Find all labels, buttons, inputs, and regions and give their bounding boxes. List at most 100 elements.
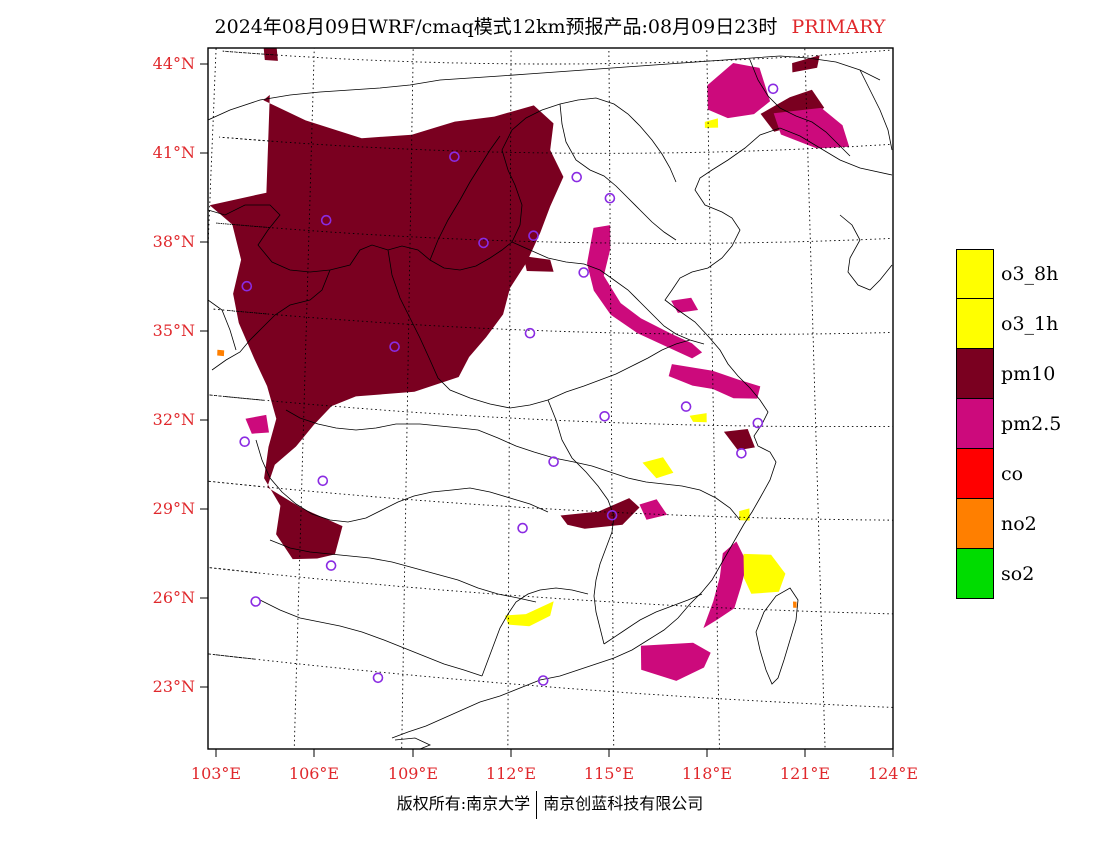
- meridian-124: [892, 48, 893, 62]
- pm10-region-jiangxi-pm10: [560, 498, 640, 529]
- legend-label: pm10: [1001, 363, 1056, 385]
- no2-region-sichuan-no2: [217, 349, 225, 357]
- station-marker-19: [325, 560, 337, 571]
- title-type-label: PRIMARY: [791, 16, 886, 38]
- lon-label: 103°E: [190, 764, 242, 783]
- legend-label: so2: [1001, 563, 1035, 585]
- o3-region-guangxi-o3: [505, 601, 554, 627]
- station-marker-13: [736, 447, 747, 459]
- lon-label: 118°E: [681, 764, 733, 783]
- pollutant-legend: o3_8h o3_1h pm10 pm2.5 co no2 so2: [956, 249, 1076, 599]
- o3-region-zhejiang-o3: [739, 508, 750, 521]
- copyright-owner: 版权所有:南京大学: [396, 794, 531, 813]
- pm25-region-korea-west: [930, 220, 949, 249]
- lon-label: 106°E: [288, 764, 340, 783]
- station-marker-6: [578, 267, 590, 278]
- lon-label: 124°E: [867, 764, 919, 783]
- legend-item: o3_8h: [956, 249, 1076, 299]
- lat-label: 35°N: [152, 321, 195, 340]
- o3-region-fujian-o3: [743, 553, 786, 594]
- pm25-region-liaoning-north: [707, 63, 771, 119]
- parallel-41: [219, 136, 893, 154]
- station-marker-1: [571, 171, 583, 183]
- parallel-26: [208, 567, 893, 615]
- station-marker-10: [680, 401, 692, 412]
- legend-label: pm2.5: [1001, 413, 1062, 435]
- station-marker-14: [239, 436, 250, 448]
- legend-swatch: [956, 449, 994, 499]
- pm25-region-sichuan-patch: [245, 414, 269, 434]
- korea-coast: [839, 214, 893, 291]
- pm25-region-liaoning-bay: [773, 107, 850, 149]
- monitoring-stations: [239, 83, 779, 686]
- station-marker-5: [528, 230, 539, 241]
- pm10-region-ne-patch: [792, 55, 820, 73]
- parallel-29: [208, 480, 893, 521]
- legend-swatch: [956, 349, 994, 399]
- legend-item: pm2.5: [956, 399, 1076, 449]
- legend-item: co: [956, 449, 1076, 499]
- station-marker-18: [517, 522, 528, 534]
- meridian-112: [507, 48, 512, 749]
- station-marker-15: [548, 456, 559, 468]
- pm10-region-shanxi-patch: [523, 256, 554, 272]
- station-marker-9: [389, 341, 400, 353]
- station-marker-11: [599, 410, 610, 422]
- map-frame: [207, 47, 894, 750]
- o3-region-korea-o3: [941, 197, 956, 211]
- pollutant-regions-layer: [209, 48, 956, 681]
- lat-label: 29°N: [152, 499, 195, 518]
- legend-swatch: [956, 549, 994, 599]
- station-marker-3: [320, 214, 332, 226]
- station-marker-4: [478, 237, 489, 249]
- taiwan: [755, 587, 799, 685]
- station-marker-7: [241, 280, 253, 292]
- parallel-23: [208, 653, 893, 708]
- lat-label: 38°N: [152, 232, 195, 251]
- no2-region-dalian-no2: [897, 162, 912, 175]
- hainan: [394, 737, 432, 749]
- pm25-region-anhui-jiangsu: [668, 364, 761, 399]
- meridian-115: [608, 48, 615, 749]
- pm25-region-fujian-coast: [703, 541, 748, 629]
- station-marker-22: [372, 672, 384, 684]
- title-main: 2024年08月09日WRF/cmaq模式12km预报产品:08月09日23时: [214, 16, 778, 38]
- parallel-35: [212, 308, 893, 335]
- meridian-109: [401, 48, 414, 749]
- station-marker-20: [250, 596, 261, 607]
- legend-item: so2: [956, 549, 1076, 599]
- lon-label: 112°E: [485, 764, 537, 783]
- station-marker-23: [767, 83, 779, 95]
- station-marker-21: [537, 675, 549, 686]
- copyright-company: 南京创蓝科技有限公司: [543, 794, 704, 813]
- pm10-region-nanjing-pm10: [723, 429, 755, 451]
- lon-label: 121°E: [779, 764, 831, 783]
- station-marker-2: [604, 192, 616, 204]
- legend-item: o3_1h: [956, 299, 1076, 349]
- o3-region-beijing-o3: [704, 118, 719, 128]
- no2-region-taiwan-strait-no2: [793, 601, 797, 608]
- lat-lon-gridlines: [208, 48, 893, 749]
- pm10-region-northwest-main: [209, 94, 564, 560]
- lat-label: 23°N: [152, 677, 195, 696]
- pm25-region-guangdong-east: [640, 642, 711, 681]
- o3-region-hubei-o3: [642, 457, 674, 479]
- copyright-footer: 版权所有:南京大学 南京创蓝科技有限公司: [0, 790, 1100, 819]
- legend-swatch: [956, 499, 994, 549]
- legend-swatch: [956, 299, 994, 349]
- lon-label: 115°E: [583, 764, 635, 783]
- copyright-separator: [536, 790, 538, 819]
- o3-region-jiangsu-o3: [689, 413, 707, 423]
- meridian-121: [804, 48, 826, 749]
- pm25-region-jiangxi-patch: [639, 499, 668, 520]
- station-marker-0: [449, 151, 460, 162]
- lon-label: 109°E: [387, 764, 439, 783]
- axis-ticks: [200, 63, 894, 757]
- station-marker-12: [752, 417, 764, 429]
- legend-label: o3_1h: [1001, 313, 1059, 335]
- legend-swatch: [956, 249, 994, 299]
- station-marker-16: [317, 475, 329, 487]
- legend-label: no2: [1001, 513, 1037, 535]
- coastline: [391, 127, 893, 739]
